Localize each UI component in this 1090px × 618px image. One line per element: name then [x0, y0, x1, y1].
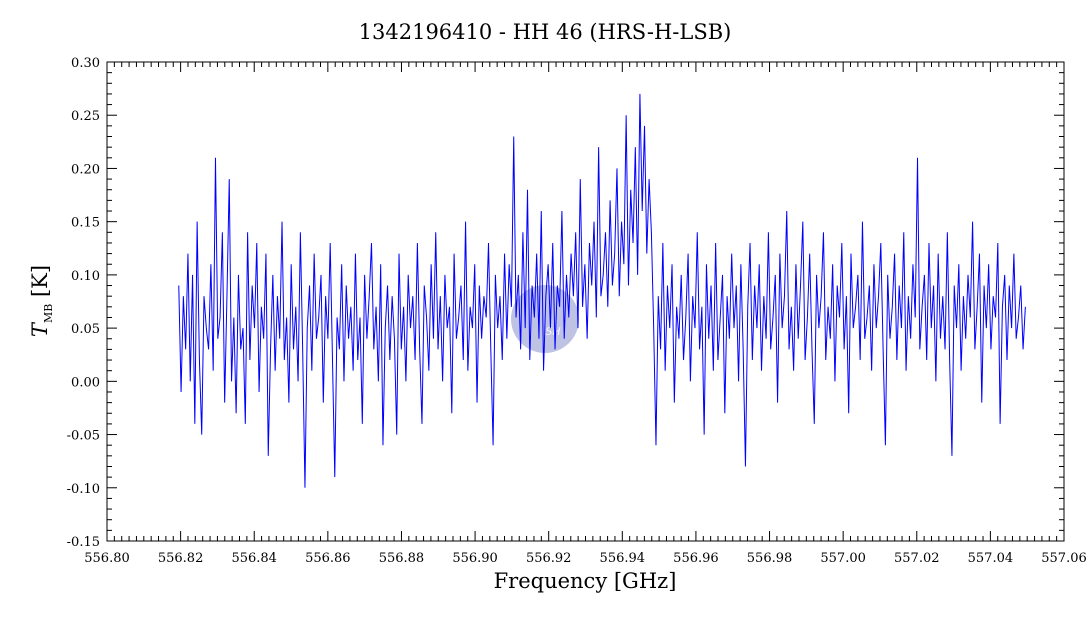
x-tick-label: 557.04	[968, 551, 1014, 566]
x-tick-label: 557.00	[820, 551, 866, 566]
x-tick-label: 556.82	[158, 551, 204, 566]
y-tick-labels: -0.15 -0.10 -0.05 0.00 0.05 0.10 0.15 0.20 0.25 0…	[67, 56, 100, 550]
y-tick-label: -0.10	[67, 482, 100, 497]
y-tick-label: 0.30	[71, 56, 100, 71]
y-tick-label: 0.10	[71, 269, 100, 284]
plot-frame	[106, 61, 1065, 542]
y-tick-label: 0.00	[71, 375, 100, 390]
axis-ticks	[106, 61, 1065, 542]
y-axis-title: TMB [K]	[28, 265, 55, 337]
x-tick-label: 557.02	[894, 551, 940, 566]
x-tick-labels: 556.80 556.82 556.84 556.86 556.88 556.90 556.…	[84, 551, 1087, 566]
watermark-text: SH	[545, 325, 560, 338]
x-tick-label: 556.96	[673, 551, 719, 566]
x-tick-label: 556.80	[84, 551, 130, 566]
y-tick-label: 0.05	[71, 322, 100, 337]
y-tick-label: 0.25	[71, 109, 100, 124]
x-axis-title: Frequency [GHz]	[494, 569, 677, 593]
chart-title: 1342196410 - HH 46 (HRS-H-LSB)	[359, 20, 732, 44]
x-tick-label: 556.86	[305, 551, 351, 566]
y-tick-label: 0.20	[71, 162, 100, 177]
x-tick-label: 557.06	[1041, 551, 1087, 566]
x-tick-label: 556.92	[526, 551, 572, 566]
y-tick-label: -0.05	[67, 429, 100, 444]
y-tick-label: -0.15	[67, 535, 100, 550]
x-tick-label: 556.98	[747, 551, 793, 566]
x-tick-label: 556.88	[379, 551, 425, 566]
x-tick-label: 556.84	[231, 551, 277, 566]
x-tick-label: 556.94	[600, 551, 646, 566]
x-tick-label: 556.90	[452, 551, 498, 566]
svg-text:TMB [K]: TMB [K]	[28, 265, 55, 337]
y-axis-title-main: T	[28, 321, 52, 337]
spectrum-line	[178, 93, 1026, 488]
y-tick-label: 0.15	[71, 216, 100, 231]
y-axis-title-sub: MB	[42, 304, 55, 323]
y-axis-title-unit: [K]	[28, 265, 52, 297]
